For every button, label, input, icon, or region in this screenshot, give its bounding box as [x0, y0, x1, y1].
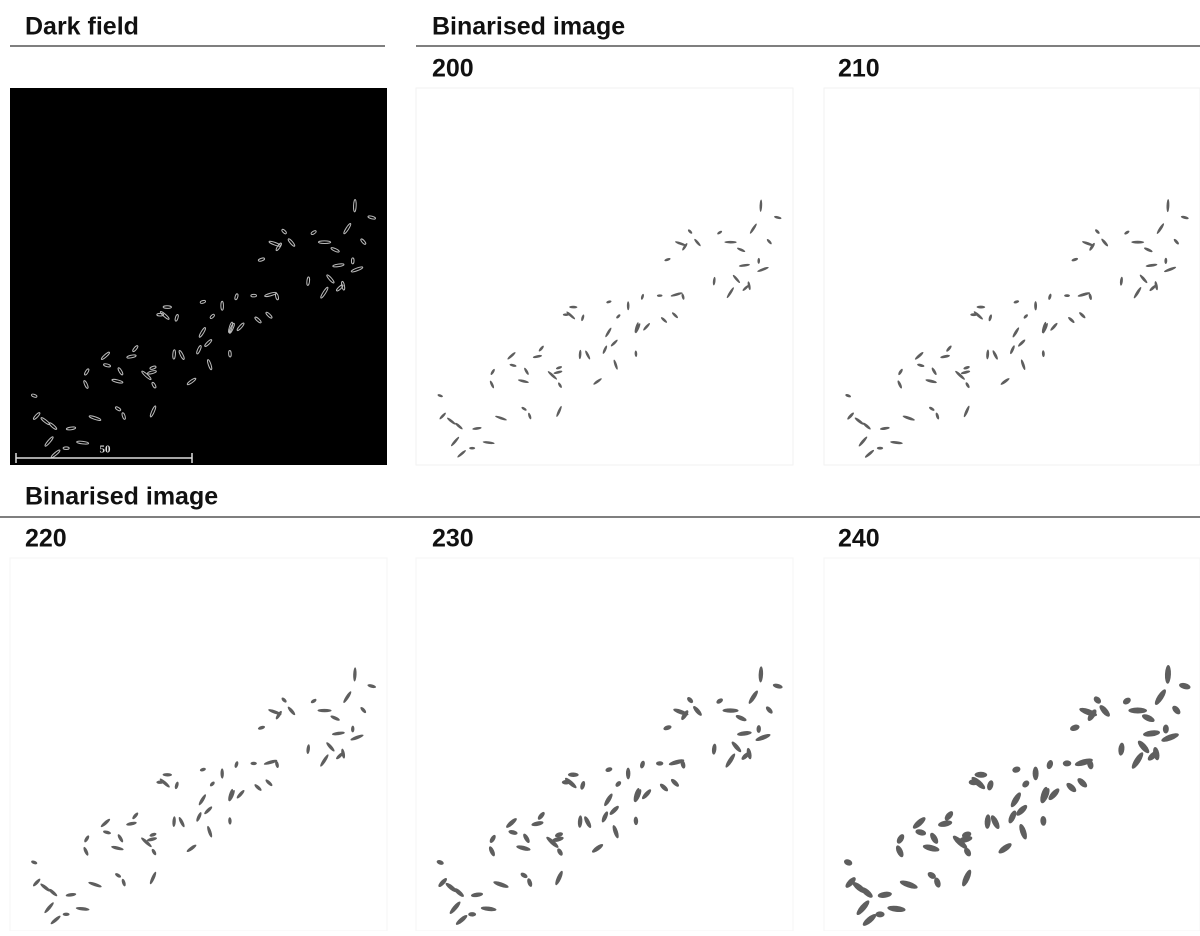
object	[469, 447, 475, 450]
object	[468, 912, 476, 916]
section-title: Binarised image	[432, 13, 625, 41]
panel-label: 230	[432, 525, 474, 553]
page: {"sections": [ {"title": "Dark field", "…	[0, 0, 1200, 931]
object	[877, 447, 883, 450]
object	[63, 913, 70, 916]
scale-bar-label: 50	[100, 444, 112, 456]
binarised-image	[824, 88, 1200, 465]
panel-label: 220	[25, 525, 67, 553]
binarised-image	[416, 88, 793, 465]
figure: Dark field Binarised image 200 210 Binar…	[0, 0, 1200, 931]
section-title: Dark field	[25, 13, 139, 41]
object	[875, 911, 884, 917]
panel-label: 210	[838, 55, 880, 83]
panel-label: 240	[838, 525, 880, 553]
panel-label: 200	[432, 55, 474, 83]
section-title: Binarised image	[25, 483, 218, 511]
